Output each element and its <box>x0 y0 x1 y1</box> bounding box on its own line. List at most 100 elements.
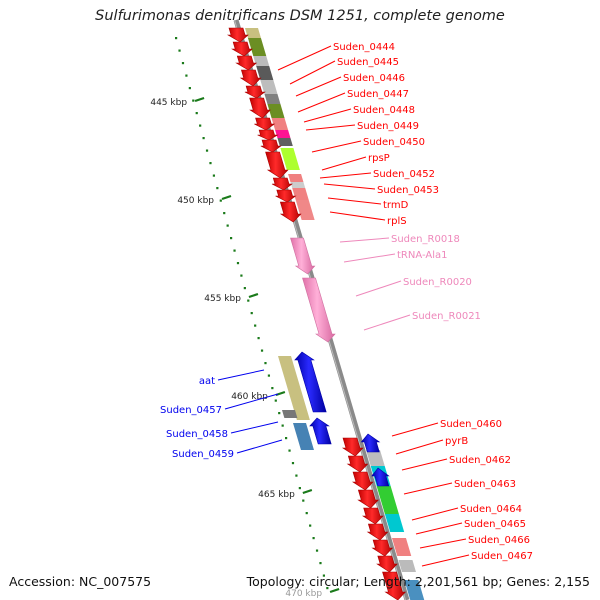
tick-label: 445 kbp <box>150 98 187 108</box>
feature-color-block <box>366 450 385 466</box>
gene-label-trna-ala1: tRNA-Ala1 <box>397 250 447 261</box>
forward-gene-arrow <box>254 117 276 131</box>
label-leader-line <box>277 45 332 71</box>
ruler-dot <box>254 324 257 327</box>
ruler-dot <box>285 437 288 440</box>
ruler-dot <box>260 349 264 352</box>
gene-label-rpsp: rpsP <box>368 153 390 164</box>
ruler-dot <box>209 162 212 165</box>
label-leader-line <box>421 554 470 567</box>
ruler-dot <box>226 224 229 227</box>
gene-label-suden-r0020: Suden_R0020 <box>403 277 472 288</box>
ruler-major-tick <box>248 292 259 299</box>
feature-color-block <box>404 580 425 600</box>
reverse-gene-arrow <box>371 467 390 487</box>
label-leader-line <box>403 482 453 495</box>
label-leader-line <box>321 156 367 171</box>
ruler-dot <box>188 87 191 90</box>
gene-label-suden-0463: Suden_0463 <box>454 479 516 490</box>
ruler-dot <box>240 274 243 277</box>
feature-color-block <box>290 182 306 188</box>
ruler-dot <box>185 74 188 77</box>
gene-label-suden-0444: Suden_0444 <box>333 42 395 53</box>
tick-label: 450 kbp <box>177 196 214 206</box>
feature-color-block <box>256 66 274 80</box>
feature-color-block <box>260 80 278 94</box>
forward-gene-arrow <box>231 41 253 57</box>
feature-color-block <box>277 138 293 146</box>
feature-color-block <box>247 38 267 56</box>
gene-label-suden-r0018: Suden_R0018 <box>391 234 460 245</box>
ruler-dot <box>243 287 246 290</box>
ruler-dot <box>181 62 185 65</box>
feature-color-block <box>245 28 261 38</box>
feature-color-block <box>391 538 412 556</box>
label-leader-line <box>343 253 396 263</box>
label-leader-line <box>224 393 279 410</box>
gene-label-suden-0462: Suden_0462 <box>449 455 511 466</box>
ruler-major-tick <box>329 587 340 594</box>
ruler-dot <box>212 174 216 177</box>
label-leader-line <box>411 507 459 521</box>
ruler-dot <box>298 487 301 490</box>
ruler-major-tick <box>302 488 313 495</box>
ruler-dot <box>247 299 250 302</box>
feature-color-block <box>376 486 395 498</box>
label-leader-line <box>297 92 346 113</box>
label-leader-line <box>289 60 336 85</box>
feature-color-block <box>280 148 300 170</box>
ruler-dot <box>216 187 219 190</box>
ruler-dot <box>236 262 240 265</box>
ruler-dot <box>202 137 205 140</box>
gene-label-suden-0464: Suden_0464 <box>460 504 522 515</box>
label-leader-line <box>319 172 372 179</box>
ruler-dot <box>312 537 315 540</box>
forward-gene-arrow <box>346 455 369 473</box>
feature-color-block <box>282 410 298 418</box>
gene-label-suden-0449: Suden_0449 <box>357 121 419 132</box>
forward-gene-arrow <box>361 507 384 525</box>
feature-color-block <box>267 104 285 118</box>
label-leader-line <box>236 439 283 454</box>
feature-color-block <box>295 200 315 220</box>
gene-label-suden-0452: Suden_0452 <box>373 169 435 180</box>
ruler-dot <box>315 549 319 552</box>
label-leader-line <box>217 369 265 381</box>
ruler-dot <box>281 424 284 427</box>
reverse-gene-arrow <box>309 417 332 445</box>
ruler-dot <box>274 399 277 402</box>
gene-label-suden-r0021: Suden_R0021 <box>412 311 481 322</box>
ruler-dot <box>288 449 291 452</box>
forward-gene-arrow <box>271 177 293 191</box>
ruler-dot <box>223 212 226 215</box>
gene-label-suden-0446: Suden_0446 <box>343 73 405 84</box>
forward-gene-arrow <box>341 437 364 457</box>
gene-label-suden-0448: Suden_0448 <box>353 105 415 116</box>
feature-color-block <box>398 560 416 572</box>
forward-gene-arrow <box>244 85 266 99</box>
ruler-dot <box>195 112 198 115</box>
forward-gene-arrow <box>366 523 389 541</box>
ruler-major-tick <box>194 96 205 103</box>
label-leader-line <box>295 76 342 97</box>
ruler-dot <box>178 49 181 52</box>
forward-gene-arrow <box>226 27 249 43</box>
gene-arrow-layer <box>226 27 407 600</box>
gene-label-suden-0467: Suden_0467 <box>471 551 533 562</box>
gene-label-pyrb: pyrB <box>445 436 468 447</box>
tick-label: 460 kbp <box>231 392 268 402</box>
feature-color-block <box>253 56 270 66</box>
ruler-dot <box>295 474 298 477</box>
gene-label-suden-0465: Suden_0465 <box>464 519 526 530</box>
ruler-dot <box>264 362 267 365</box>
feature-color-block <box>292 188 309 200</box>
gene-label-suden-0460: Suden_0460 <box>440 419 502 430</box>
forward-gene-arrow <box>371 539 394 557</box>
tick-label: 455 kbp <box>204 294 241 304</box>
feature-color-block <box>380 498 399 514</box>
map-title: Sulfurimonas denitrificans DSM 1251, com… <box>95 8 505 24</box>
ruler-dot <box>175 37 178 40</box>
reverse-gene-arrow <box>360 433 381 453</box>
forward-gene-arrow <box>351 471 374 491</box>
forward-gene-arrow <box>249 97 271 119</box>
